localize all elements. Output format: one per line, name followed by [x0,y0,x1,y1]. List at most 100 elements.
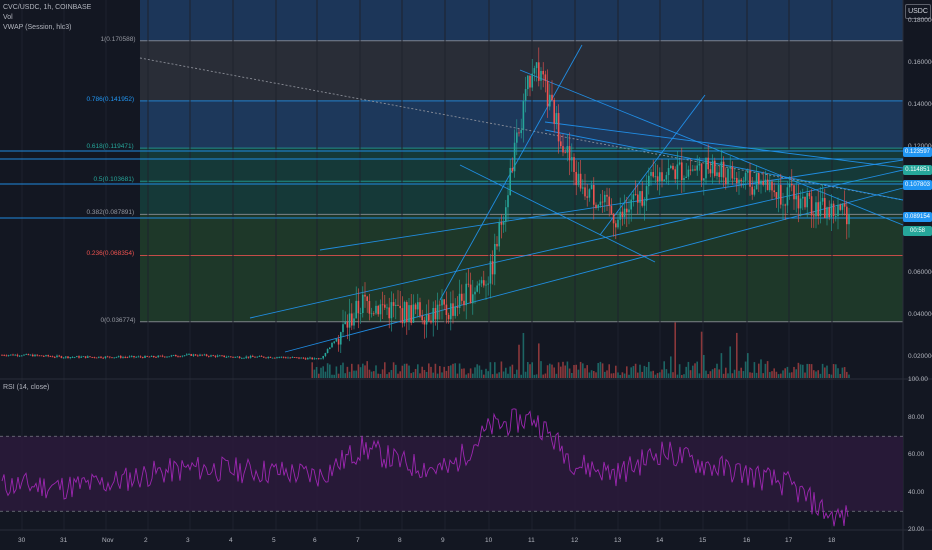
candle-body [674,169,676,179]
candle-body [500,222,503,225]
volume-bar [516,369,518,378]
volume-bar [665,369,668,378]
candle-body [463,300,465,306]
candle-body [760,181,762,185]
volume-bar [740,367,742,378]
candle-body [586,196,588,198]
candle-body [588,189,591,198]
volume-bar [786,366,789,378]
candle-body [507,195,509,208]
candle-body [837,204,839,217]
volume-bar [584,368,586,378]
candle-body [56,355,58,357]
candle-body [619,211,621,220]
volume-bar [386,374,388,378]
volume-bar [720,353,723,378]
candle-body [630,199,632,210]
candle-body [278,357,280,358]
candle-body [795,195,797,200]
candle-body [672,165,674,170]
volume-bar [641,371,643,378]
volume-bar [736,332,738,378]
candle-body [826,207,828,218]
volume-bar [555,373,558,378]
candle-body [12,354,14,356]
candle-body [188,354,190,355]
volume-bar [775,371,778,378]
candle-body [450,303,452,320]
volume-bar [370,371,373,378]
candle-body [287,357,289,359]
candle-body [718,172,720,177]
volume-bar [846,371,848,378]
candle-body [505,207,507,222]
candle-body [238,356,241,359]
candle-body [137,356,140,358]
volume-bar [522,332,525,378]
volume-bar [463,368,465,378]
candle-body [223,355,225,357]
candle-body [38,355,41,357]
trend-line [599,94,706,236]
candle-body [10,354,12,356]
candle-body [527,75,529,90]
volume-bar [718,369,720,378]
candle-body [793,185,795,200]
candle-body [256,356,258,358]
candle-body [670,165,672,169]
time-tick-label: 16 [743,537,751,544]
volume-bar [802,364,804,378]
volume-bar [670,356,672,378]
fib-level-label: 0.5(0.103681) [93,176,134,184]
volume-bar [760,359,762,378]
candle-body [769,181,771,191]
candle-body [606,194,608,197]
volume-bar [333,374,335,378]
volume-bar [557,362,560,378]
volume-bar [795,369,797,378]
rsi-tick-label: 40.00 [908,488,925,496]
candle-body [685,176,687,179]
candle-body [397,304,399,306]
volume-bar [753,362,756,378]
candle-body [406,302,408,323]
candle-body [359,313,362,314]
candle-body [335,338,338,342]
candle-body [590,184,593,190]
volume-bar [595,372,597,378]
candle-body [7,355,10,356]
volume-bar [755,372,758,378]
volume-bar [373,371,375,378]
price-tag: 00:58 [903,226,932,236]
candle-body [652,172,654,177]
candle-body [115,357,118,358]
volume-bar [520,374,522,378]
candle-body [524,89,527,101]
candle-body [454,306,456,316]
volume-bar [436,373,439,378]
candle-body [722,161,725,178]
volume-bar [518,344,520,378]
candle-body [186,354,188,356]
candle-body [247,356,250,358]
time-tick-label: 3 [186,537,190,544]
candle-body [458,293,461,308]
candle-body [289,357,291,359]
volume-bar [447,366,450,378]
candle-body [150,355,153,357]
volume-bar [588,372,591,378]
candle-body [260,356,263,357]
candle-body [324,353,327,356]
volume-bar [397,373,399,378]
volume-bar [364,365,366,378]
currency-button[interactable]: USDC [905,4,931,19]
volume-bar [784,368,786,378]
volume-bar [705,370,707,378]
candle-body [700,163,703,181]
volume-bar [793,366,795,378]
candle-body [720,161,723,177]
price-tag: 0.114851 [903,165,932,175]
